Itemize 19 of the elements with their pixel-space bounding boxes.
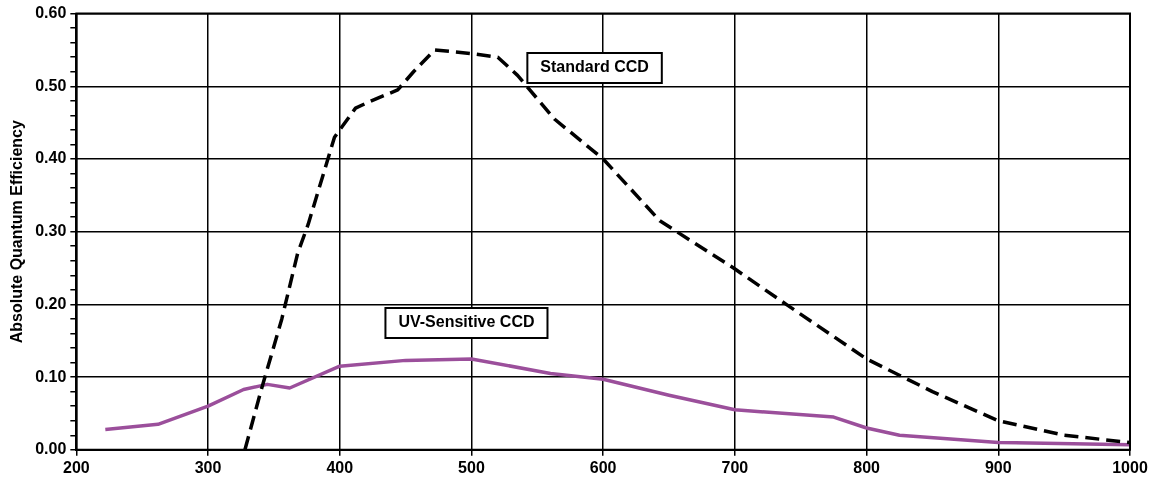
y-tick-label: 0.60 (35, 4, 67, 22)
y-tick-label: 0.00 (35, 440, 67, 458)
y-tick-label: 0.30 (35, 222, 67, 240)
y-tick-label: 0.20 (35, 294, 67, 312)
series-label: Standard CCD (540, 58, 649, 76)
y-tick-label: 0.50 (35, 76, 67, 94)
x-tick-label: 200 (62, 458, 90, 476)
x-tick-label: 400 (326, 458, 354, 476)
y-tick-label: 0.10 (35, 367, 67, 385)
y-axis-title: Absolute Quantum Efficiency (8, 120, 26, 344)
x-tick-label: 1000 (1112, 458, 1148, 476)
x-tick-label: 700 (721, 458, 749, 476)
x-tick-label: 800 (853, 458, 881, 476)
series-label: UV-Sensitive CCD (398, 313, 535, 331)
y-tick-label: 0.40 (35, 149, 67, 167)
x-tick-label: 500 (458, 458, 485, 476)
x-tick-label: 600 (589, 458, 617, 476)
x-tick-label: 900 (984, 458, 1012, 476)
x-tick-label: 300 (194, 458, 222, 476)
